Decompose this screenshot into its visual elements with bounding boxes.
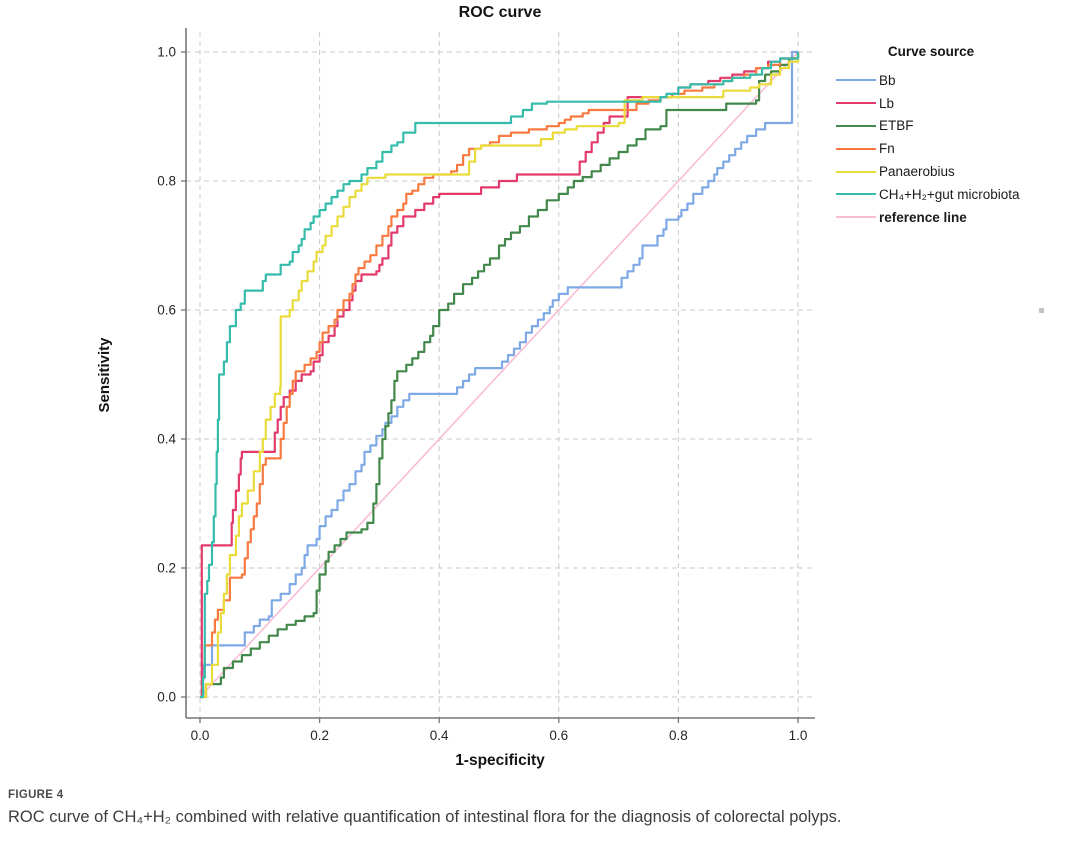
- y-tick-label: 1.0: [157, 45, 176, 60]
- legend-item: Lb: [836, 92, 1076, 115]
- y-tick-label: 0.2: [157, 561, 176, 576]
- legend-swatch: [836, 79, 876, 82]
- legend-swatch: [836, 170, 876, 173]
- legend-item: Fn: [836, 137, 1076, 160]
- figure-caption: ROC curve of CH₄+H₂ combined with relati…: [8, 808, 842, 826]
- y-tick-label: 0.0: [157, 690, 176, 705]
- legend-swatch: [836, 193, 876, 196]
- legend-item-label: Fn: [879, 141, 895, 157]
- chart-legend: Curve source Bb Lb ETBF Fn Panaerobius CH₄+H₂…: [836, 44, 1076, 229]
- legend-item-label: ETBF: [879, 118, 914, 134]
- legend-item-label: Lb: [879, 95, 895, 111]
- roc-curve-etbf: [200, 52, 800, 699]
- y-tick-label: 0.6: [157, 303, 176, 318]
- speck-artifact: [1039, 308, 1044, 313]
- x-tick-label: 0.6: [549, 728, 568, 743]
- roc-curve-fn: [200, 52, 800, 699]
- legend-item: Bb: [836, 69, 1076, 92]
- legend-item-label: CH₄+H₂+gut microbiota: [879, 186, 1020, 202]
- x-tick-label: 0.8: [669, 728, 688, 743]
- roc-chart-plot-area: 0.0 0.2 0.4 0.6 0.8 1.0 0.0 0.2 0.4 0.6 0.8 1.0: [157, 28, 815, 743]
- legend-item-label: reference line: [879, 209, 967, 225]
- x-axis-label: 1-specificity: [455, 752, 545, 769]
- x-tick-label: 0.0: [191, 728, 210, 743]
- y-tick-label: 0.8: [157, 174, 176, 189]
- roc-curve-reference-line: [199, 51, 799, 698]
- roc-curve-bb: [200, 50, 798, 699]
- legend-item: reference line: [836, 206, 1076, 229]
- legend-swatch: [836, 147, 876, 150]
- x-tick-label: 1.0: [789, 728, 808, 743]
- legend-item: Panaerobius: [836, 160, 1076, 183]
- y-tick-label: 0.4: [157, 432, 176, 447]
- figure-label: FIGURE 4: [8, 789, 64, 801]
- legend-title: Curve source: [887, 44, 975, 59]
- roc-curve-ch-h-gut-microbiota: [200, 52, 800, 699]
- legend-item: ETBF: [836, 115, 1076, 138]
- legend-swatch: [836, 102, 876, 105]
- legend-item-label: Panaerobius: [879, 164, 955, 180]
- legend-items: Bb Lb ETBF Fn Panaerobius CH₄+H₂+gut microbio…: [836, 69, 1076, 229]
- roc-curve-panaerobius: [200, 52, 800, 699]
- x-tick-label: 0.2: [310, 728, 329, 743]
- legend-item-label: Bb: [879, 72, 896, 88]
- x-tick-label: 0.4: [430, 728, 449, 743]
- chart-title: ROC curve: [458, 4, 542, 21]
- legend-swatch: [836, 216, 876, 219]
- legend-swatch: [836, 124, 876, 127]
- legend-item: CH₄+H₂+gut microbiota: [836, 183, 1076, 206]
